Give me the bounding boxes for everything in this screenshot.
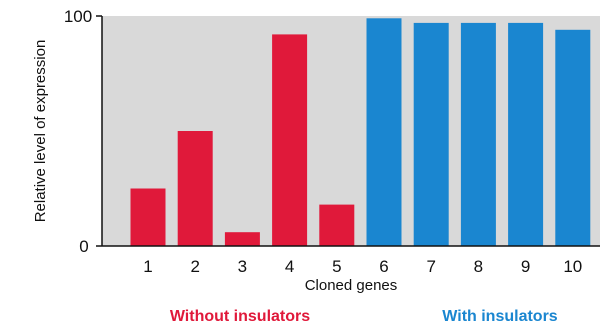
- x-axis-title: Cloned genes: [305, 277, 398, 294]
- x-tick-label-3: 3: [238, 257, 247, 276]
- y-tick-label-max: 100: [64, 7, 92, 26]
- x-tick-labels: 1 2 3 4 5 6 7 8 9 10: [143, 257, 582, 276]
- bar-gene-5: [319, 204, 355, 246]
- bar-gene-9: [508, 22, 544, 247]
- group-label-without-insulators: Without insulators: [170, 308, 310, 325]
- x-tick-label-8: 8: [474, 257, 483, 276]
- x-tick-label-4: 4: [285, 257, 294, 276]
- x-tick-label-2: 2: [190, 257, 199, 276]
- y-axis-title: Relative level of expression: [32, 40, 49, 223]
- x-tick-label-1: 1: [143, 257, 152, 276]
- group-label-with-insulators: With insulators: [442, 308, 558, 325]
- x-tick-label-5: 5: [332, 257, 341, 276]
- bar-gene-1: [130, 188, 166, 246]
- x-tick-label-7: 7: [426, 257, 435, 276]
- y-tick-label-min: 0: [79, 237, 88, 256]
- x-tick-label-10: 10: [563, 257, 582, 276]
- bar-gene-4: [272, 34, 308, 247]
- bar-gene-2: [177, 131, 213, 246]
- bar-gene-10: [555, 29, 591, 246]
- bar-gene-7: [413, 22, 449, 247]
- x-tick-label-9: 9: [521, 257, 530, 276]
- bar-gene-6: [366, 18, 402, 246]
- bars-layer: [130, 18, 591, 247]
- bar-gene-3: [224, 232, 260, 246]
- x-tick-label-6: 6: [379, 257, 388, 276]
- bar-gene-8: [460, 22, 496, 247]
